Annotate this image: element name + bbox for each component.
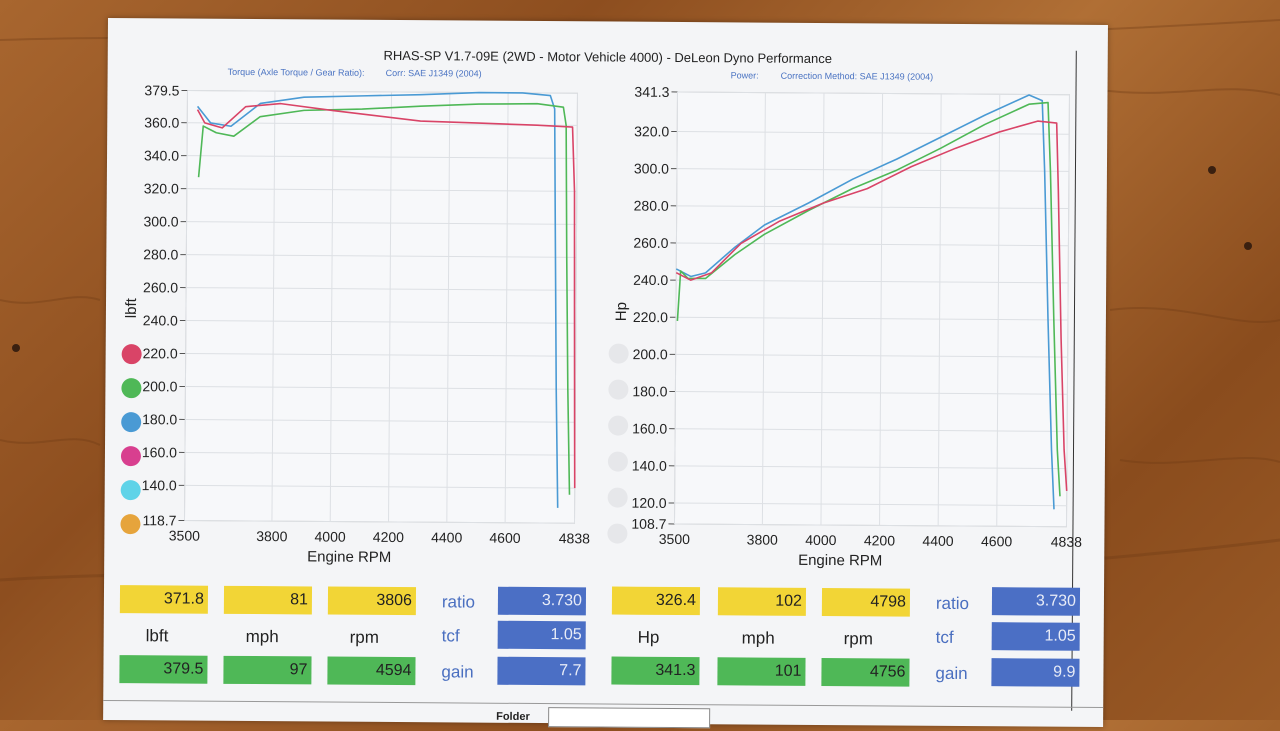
power-ytick-label: 140.0: [632, 458, 667, 474]
folder-label: Folder: [496, 711, 530, 723]
power-xtick-label: 4200: [864, 532, 895, 548]
legend-dot-torque[interactable]: [121, 446, 141, 466]
power-xlabel: Engine RPM: [798, 552, 882, 570]
power-ytick-label: 341.3: [634, 84, 669, 100]
power-ytick-label: 300.0: [634, 160, 669, 176]
legend-dot-power[interactable]: [609, 344, 629, 364]
left-tcf-label: tcf: [442, 626, 460, 646]
power-xtick-label: 3500: [659, 531, 690, 547]
right-peak-mph: 102: [718, 587, 806, 616]
right-gain-value: 9.9: [991, 658, 1079, 687]
power-ytick-label: 200.0: [633, 346, 668, 362]
right-ratio-value: 3.730: [992, 587, 1080, 616]
power-xtick-label: 3800: [747, 531, 778, 547]
right-peak-rpm: 4798: [822, 588, 910, 617]
right-max-hp: 341.3: [611, 657, 699, 686]
power-ytick-label: 120.0: [632, 495, 667, 511]
left-unit-mph: mph: [246, 627, 279, 647]
left-max-rpm: 4594: [327, 657, 415, 686]
legend-dot-power[interactable]: [608, 380, 628, 400]
power-xtick-label: 4600: [981, 533, 1012, 549]
power-ytick-label: 320.0: [634, 123, 669, 139]
right-unit-rpm: rpm: [844, 629, 873, 649]
right-unit-hp: Hp: [638, 628, 660, 648]
power-ytick-label: 160.0: [632, 420, 667, 436]
power-ytick-label: 220.0: [633, 309, 668, 325]
legend-dot-power[interactable]: [607, 523, 627, 543]
left-ratio-label: ratio: [442, 592, 475, 612]
folder-field[interactable]: [548, 707, 710, 728]
left-gain-value: 7.7: [497, 657, 585, 686]
right-gain-label: gain: [935, 664, 967, 684]
legend-dot-torque[interactable]: [122, 344, 142, 364]
left-max-torque: 379.5: [119, 655, 207, 684]
power-chart: 341.3 320.0 300.0 280.0 260.0 240.0 220.0 200.0…: [104, 18, 1108, 585]
left-peak-torque: 371.8: [120, 585, 208, 614]
right-tcf-value: 1.05: [992, 622, 1080, 651]
legend-dot-torque[interactable]: [120, 514, 140, 534]
left-ratio-value: 3.730: [498, 587, 586, 616]
power-ytick-label: 108.7: [631, 516, 666, 532]
power-ytick-label: 240.0: [633, 272, 668, 288]
legend-dot-torque[interactable]: [121, 378, 141, 398]
left-gain-label: gain: [441, 662, 473, 682]
legend-dot-torque[interactable]: [121, 480, 141, 500]
right-max-mph: 101: [717, 657, 805, 686]
legend-dot-torque[interactable]: [121, 412, 141, 432]
power-ytick-label: 180.0: [632, 383, 667, 399]
left-max-mph: 97: [223, 656, 311, 685]
right-max-rpm: 4756: [821, 658, 909, 687]
left-peak-rpm: 3806: [328, 587, 416, 616]
dyno-sheet: RHAS-SP V1.7-09E (2WD - Motor Vehicle 40…: [103, 18, 1108, 727]
left-tcf-value: 1.05: [498, 621, 586, 650]
right-tcf-label: tcf: [936, 628, 954, 648]
power-xtick-label: 4400: [922, 533, 953, 549]
legend-dot-power[interactable]: [608, 488, 628, 508]
power-ytick-label: 280.0: [634, 198, 669, 214]
power-ylabel: Hp: [613, 302, 630, 321]
power-xtick-label: 4838: [1051, 534, 1082, 550]
power-plot-area: [674, 92, 1069, 527]
power-xtick-label: 4000: [805, 532, 836, 548]
right-peak-hp: 326.4: [612, 587, 700, 616]
legend-dot-power[interactable]: [608, 452, 628, 472]
right-unit-mph: mph: [742, 628, 775, 648]
right-ratio-label: ratio: [936, 594, 969, 614]
left-unit-rpm: rpm: [350, 628, 379, 648]
left-unit-lbft: lbft: [146, 626, 169, 646]
left-peak-mph: 81: [224, 586, 312, 615]
legend-dot-power[interactable]: [608, 416, 628, 436]
power-ytick-label: 260.0: [633, 235, 668, 251]
